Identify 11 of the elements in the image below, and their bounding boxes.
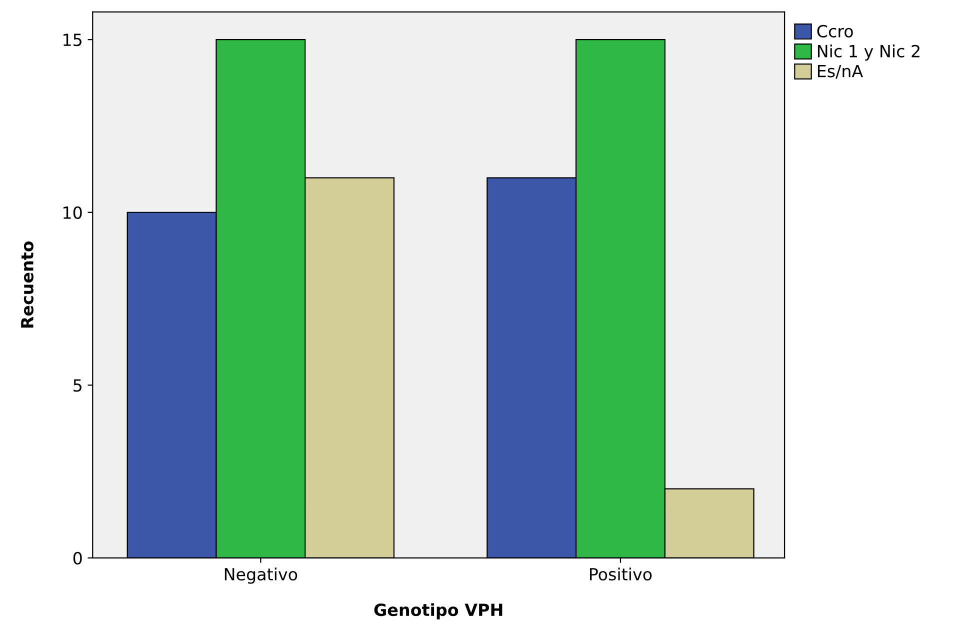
legend-label: Nic 1 y Nic 2	[818, 44, 920, 61]
legend-label: Ccro	[817, 24, 853, 38]
y-tick-label: 10	[64, 206, 82, 219]
y-tick-label: 0	[73, 552, 82, 564]
y-axis-title: Recuento	[21, 241, 34, 328]
y-tick-label: 15	[64, 34, 82, 46]
y-tick-label: 5	[74, 379, 82, 392]
x-axis-title: Genotipo VPH	[374, 603, 502, 620]
x-tick-label: Positivo	[590, 568, 652, 581]
legend-label: Es/nA	[818, 65, 863, 79]
x-tick-label: Negativo	[224, 568, 298, 584]
